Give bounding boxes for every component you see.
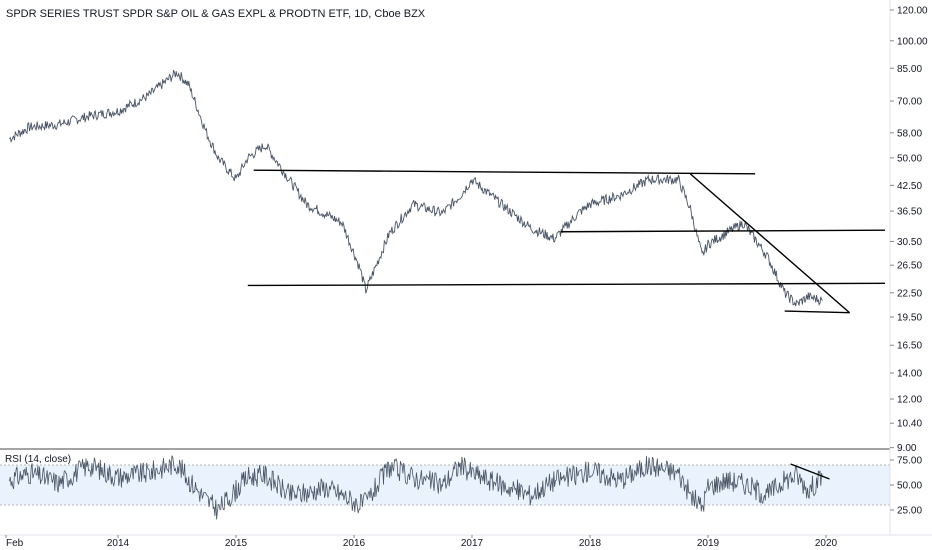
price-tick-label: 85.00 [897, 64, 922, 75]
price-tick-label: 9.00 [897, 443, 917, 454]
price-tick-label: 42.50 [897, 181, 922, 192]
time-tick-label: Feb [6, 538, 24, 549]
price-tick-label: 100.00 [897, 36, 928, 47]
rsi-series [9, 455, 823, 520]
price-tick-label: 12.00 [897, 395, 922, 406]
price-tick-label: 50.00 [897, 153, 922, 164]
rsi-label: RSI (14, close) [5, 454, 71, 465]
price-trendlines [247, 169, 886, 314]
price-tick-label: 36.50 [897, 207, 922, 218]
time-tick-label: 2018 [579, 538, 602, 549]
time-tick-label: 2014 [107, 538, 130, 549]
rsi-tick-label: 50.00 [897, 481, 922, 492]
price-tick-label: 58.00 [897, 128, 922, 139]
chart-title: SPDR SERIES TRUST SPDR S&P OIL & GAS EXP… [6, 8, 426, 20]
price-trendline[interactable] [689, 173, 851, 314]
price-tick-label: 70.00 [897, 97, 922, 108]
price-axis[interactable]: 120.00 100.00 85.00 70.00 58.00 50.00 42.50 36.… [890, 6, 928, 455]
rsi-band [0, 465, 890, 505]
rsi-axis[interactable]: 75.00 50.00 25.00 [890, 456, 922, 517]
price-tick-label: 19.50 [897, 313, 922, 324]
price-trendline[interactable] [253, 169, 756, 175]
price-tick-label: 14.00 [897, 368, 922, 379]
price-trendline[interactable] [784, 310, 850, 314]
rsi-trendlines [790, 463, 830, 480]
time-axis[interactable]: Feb 2014 2015 2016 2017 2018 2019 2020 [5, 535, 838, 549]
time-tick-label: 2016 [343, 538, 366, 549]
time-tick-label: 2015 [225, 538, 248, 549]
price-trendline[interactable] [247, 282, 886, 287]
rsi-tick-label: 25.00 [897, 506, 922, 517]
price-series [9, 69, 823, 307]
price-trendline[interactable] [560, 229, 886, 233]
rsi-trendline[interactable] [790, 463, 830, 480]
rsi-pane[interactable]: RSI (14, close) [0, 454, 890, 520]
price-tick-label: 10.40 [897, 419, 922, 430]
rsi-line [9, 455, 823, 520]
rsi-tick-label: 75.00 [897, 456, 922, 467]
time-tick-label: 2017 [461, 538, 484, 549]
price-tick-label: 22.50 [897, 288, 922, 299]
time-tick-label: 2020 [815, 538, 838, 549]
price-tick-label: 120.00 [897, 6, 928, 17]
price-tick-label: 26.50 [897, 261, 922, 272]
price-line [9, 69, 823, 307]
price-tick-label: 16.50 [897, 341, 922, 352]
price-tick-label: 30.50 [897, 237, 922, 248]
time-tick-label: 2019 [697, 538, 720, 549]
price-pane[interactable] [9, 69, 886, 314]
